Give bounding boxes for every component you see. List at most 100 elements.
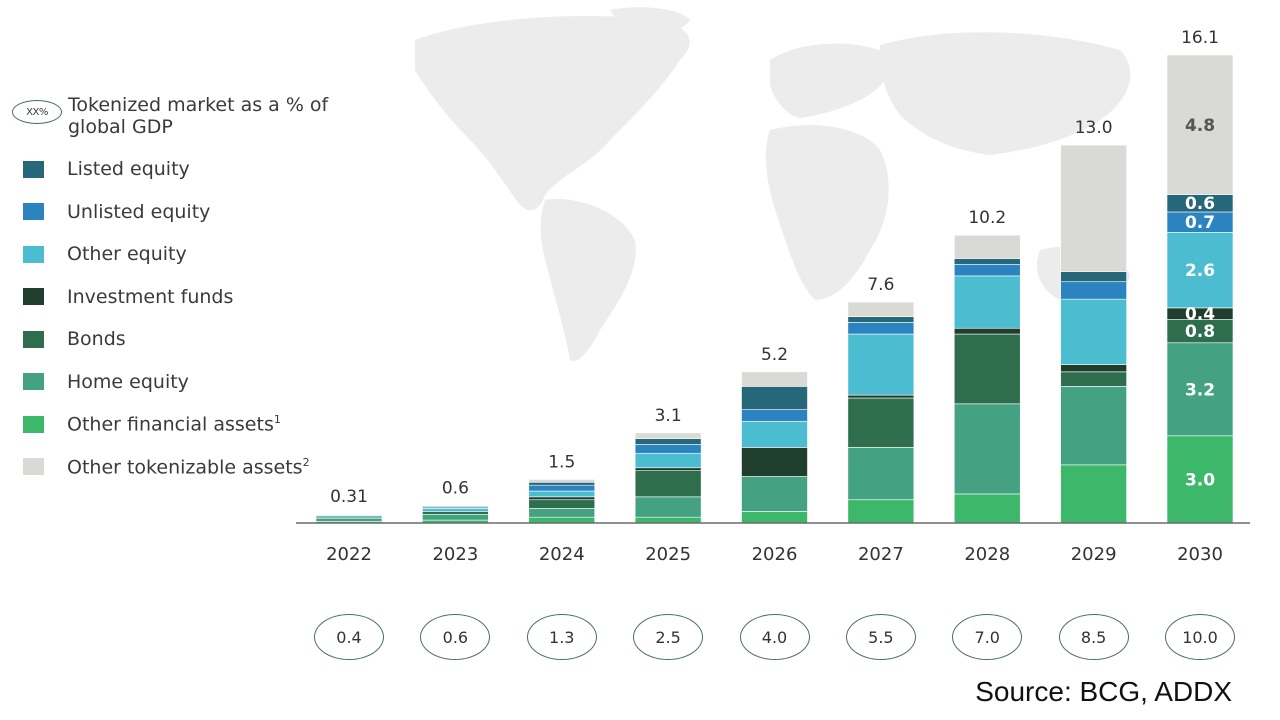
bar-segment-2025-6: [634, 438, 702, 445]
total-labels-group: 0.31 0.6 1.5 3.1 5.2 7.6 10.2 13.0 16.1: [330, 28, 1219, 507]
bar-segment-2026-1: [741, 476, 808, 512]
gdp-badge-icon: XX%: [12, 100, 62, 124]
bar-segment-2027-3: [847, 394, 915, 399]
bar-segment-2027-0: [847, 499, 915, 524]
legend-label: Other financial assets1: [67, 413, 281, 436]
bar-segment-2026-6: [741, 386, 808, 410]
x-tick-labels-group: 2022 2023 2024 2025 2026 2027 2028 2029 2030: [326, 544, 1223, 565]
bar-segment-2028-2: [953, 333, 1021, 405]
legend-footnote-mark: 2: [302, 455, 310, 469]
bar-segment-2026-3: [741, 447, 808, 477]
total-label-2023: 0.6: [442, 479, 469, 499]
bar-segment-2022-1: [315, 518, 383, 522]
legend-swatch: [23, 203, 44, 221]
segment-value-label: 4.8: [1185, 116, 1215, 136]
gdp-percent-row: 0.4 0.6 1.3 2.5 4.0 5.5 7.0 8.5 10.0: [0, 614, 1280, 664]
legend-item: Other financial assets1: [12, 403, 342, 446]
bar-segment-2024-3: [528, 496, 596, 501]
legend-item: Unlisted equity: [12, 191, 342, 234]
source-note: Source: BCG, ADDX: [975, 676, 1232, 707]
bar-segment-2029-2: [1060, 371, 1127, 387]
bar-segment-2028-1: [953, 403, 1021, 495]
legend-label: Unlisted equity: [67, 200, 211, 223]
legend-footnote-mark: 1: [273, 413, 281, 427]
legend-item: Listed equity: [12, 148, 342, 191]
bar-segment-2029-3: [1060, 364, 1127, 373]
legend-label: Bonds: [67, 328, 126, 351]
total-label-2022: 0.31: [330, 487, 368, 507]
total-label-2027: 7.6: [867, 275, 894, 295]
bar-segment-2024-5: [528, 484, 596, 492]
legend-gdp-header: XX% Tokenized market as a % of global GD…: [12, 94, 342, 138]
segment-value-label: 2.6: [1185, 261, 1215, 281]
total-label-2028: 10.2: [968, 208, 1006, 228]
bar-segment-2027-2: [847, 397, 915, 448]
stacked-bar-chart: 3.03.20.80.42.60.70.64.8 0.31 0.61.53.15.…: [296, 28, 1250, 565]
legend-item: Other tokenizable assets2: [12, 446, 342, 489]
bar-segment-2028-4: [953, 275, 1021, 329]
legend-swatch: [23, 458, 44, 476]
total-label-2025: 3.1: [655, 406, 682, 426]
bar-segment-2025-3: [634, 467, 702, 471]
gdp-percent-2025: 2.5: [633, 614, 704, 660]
bar-segment-2029-7: [1060, 144, 1127, 272]
gdp-percent-2024: 1.3: [526, 614, 597, 660]
gdp-percent-2023: 0.6: [420, 614, 491, 660]
bar-segment-2024-6: [528, 482, 596, 486]
segment-value-label: 0.4: [1185, 305, 1215, 325]
legend-item: Other equity: [12, 233, 342, 276]
bar-segment-2028-5: [953, 263, 1021, 277]
legend-items: Listed equity Unlisted equity Other equity…: [12, 148, 342, 488]
bar-segment-2025-2: [634, 470, 702, 498]
bar-segment-2026-5: [741, 409, 808, 422]
legend-swatch: [23, 160, 44, 178]
bar-segment-2024-0: [528, 516, 596, 524]
legend-swatch: [23, 373, 44, 391]
bar-segment-2030-1: [1166, 342, 1234, 437]
bar-segment-2029-5: [1060, 281, 1127, 300]
segment-value-label: 0.6: [1185, 194, 1215, 214]
gdp-percent-2027: 5.5: [845, 614, 916, 660]
bar-segment-2029-1: [1060, 386, 1127, 466]
bar-segment-2027-4: [847, 333, 915, 396]
segment-value-label: 0.7: [1185, 213, 1215, 233]
bar-segment-2022-7: [315, 513, 383, 515]
legend-swatch: [23, 415, 44, 433]
legend-label: Listed equity: [67, 158, 190, 181]
legend-label: Home equity: [67, 370, 189, 393]
legend-swatch: [23, 245, 44, 263]
bar-segment-2023-4: [422, 508, 489, 512]
bar-segment-2025-5: [634, 444, 702, 454]
gdp-percent-2022: 0.4: [314, 614, 384, 660]
legend-swatch: [23, 288, 44, 306]
bar-segment-2025-4: [634, 452, 702, 469]
bar-segment-2030-4: [1166, 232, 1234, 309]
bar-segment-2024-2: [528, 499, 596, 509]
x-tick-label-2027: 2027: [858, 544, 904, 565]
x-tick-label-2029: 2029: [1071, 544, 1117, 565]
legend-label: Other equity: [67, 243, 187, 266]
segment-labels-group: 3.0 3.2 0.80.4 2.6 0.70.6 4.8: [1185, 116, 1215, 491]
bars-group: [315, 54, 1234, 524]
total-label-2024: 1.5: [548, 452, 575, 472]
bar-segment-2023-2: [422, 511, 489, 515]
x-tick-label-2026: 2026: [752, 544, 798, 565]
legend-swatch: [23, 330, 44, 348]
bar-segment-2025-0: [634, 516, 702, 524]
x-tick-label-2030: 2030: [1177, 544, 1223, 565]
segment-value-label: 3.2: [1185, 380, 1215, 400]
total-label-2026: 5.2: [761, 345, 788, 365]
segment-value-label: 0.8: [1185, 322, 1215, 342]
bar-segment-2029-4: [1060, 298, 1127, 365]
x-tick-label-2028: 2028: [964, 544, 1010, 565]
x-tick-label-2025: 2025: [645, 544, 691, 565]
bar-segment-2024-4: [528, 490, 596, 498]
bar-segment-2028-6: [953, 258, 1021, 265]
gdp-percent-2029: 8.5: [1058, 614, 1129, 660]
legend-item: Bonds: [12, 318, 342, 361]
bar-segment-2024-1: [528, 508, 596, 518]
x-tick-label-2023: 2023: [432, 544, 478, 565]
gdp-percent-2030: 10.0: [1165, 614, 1235, 660]
segment-value-label: 3.0: [1185, 470, 1215, 490]
legend-item: Investment funds: [12, 276, 342, 319]
